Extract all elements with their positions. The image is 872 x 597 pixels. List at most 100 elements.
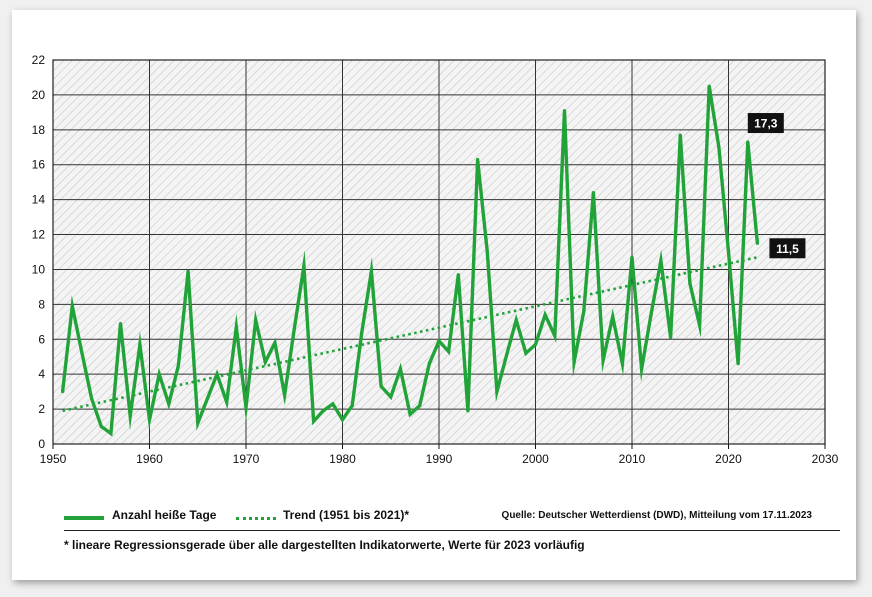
y-tick-label: 6 bbox=[38, 332, 45, 346]
data-point bbox=[147, 417, 152, 422]
data-point bbox=[736, 362, 740, 366]
data-point bbox=[572, 360, 576, 364]
data-point bbox=[118, 321, 123, 326]
data-point bbox=[340, 417, 345, 422]
data-point bbox=[408, 412, 412, 416]
data-point bbox=[456, 273, 460, 277]
trend-line bbox=[62, 255, 758, 413]
data-point bbox=[611, 314, 615, 319]
data-point bbox=[485, 250, 489, 254]
data-point bbox=[128, 414, 132, 418]
data-point bbox=[254, 318, 258, 322]
y-tick-label: 18 bbox=[32, 123, 46, 137]
data-point bbox=[321, 409, 325, 413]
data-point bbox=[659, 259, 663, 263]
y-tick-label: 8 bbox=[38, 297, 45, 311]
data-point bbox=[109, 431, 113, 436]
legend-label-trend: Trend (1951 bis 2021)* bbox=[283, 508, 410, 522]
data-point bbox=[688, 281, 692, 286]
line-chart: 0 2 4 6 8 10 12 14 16 18 20 22 1950 1960 1970 1980 1990 2… bbox=[32, 53, 839, 466]
data-point bbox=[427, 362, 431, 366]
data-point bbox=[591, 191, 596, 195]
data-point bbox=[350, 404, 354, 408]
data-point bbox=[379, 384, 383, 388]
value-label: 11,5 bbox=[776, 242, 799, 256]
data-point bbox=[215, 372, 219, 376]
data-point bbox=[61, 390, 65, 394]
data-point bbox=[292, 327, 296, 331]
x-tick-label: 2030 bbox=[812, 452, 839, 466]
data-point bbox=[80, 351, 84, 355]
y-tick-label: 22 bbox=[32, 53, 46, 67]
data-point bbox=[649, 311, 653, 315]
y-tick-label: 2 bbox=[38, 402, 45, 416]
y-tick-label: 10 bbox=[32, 262, 46, 276]
data-point bbox=[302, 264, 306, 268]
legend-swatch-series bbox=[64, 516, 104, 520]
legend-swatch-trend bbox=[236, 517, 276, 520]
x-tick-label: 1970 bbox=[233, 452, 260, 466]
y-tick-label: 14 bbox=[32, 193, 46, 207]
data-point bbox=[369, 269, 374, 273]
data-point bbox=[707, 84, 711, 88]
x-tick-label: 1990 bbox=[426, 452, 453, 466]
data-point bbox=[620, 362, 624, 366]
y-tick-label: 20 bbox=[32, 88, 46, 102]
data-point bbox=[70, 304, 74, 308]
legend-label-series: Anzahl heiße Tage bbox=[112, 508, 217, 522]
value-label-box bbox=[747, 113, 784, 134]
data-point bbox=[630, 255, 634, 259]
data-point bbox=[466, 409, 470, 413]
x-tick-label: 1950 bbox=[40, 452, 67, 466]
data-point bbox=[205, 397, 209, 401]
data-point bbox=[533, 342, 538, 347]
data-point bbox=[389, 395, 393, 399]
data-point bbox=[601, 358, 605, 362]
data-point bbox=[640, 367, 644, 371]
x-tick-label: 2000 bbox=[522, 452, 549, 466]
data-point bbox=[263, 360, 267, 364]
data-point bbox=[553, 334, 557, 338]
data-point bbox=[524, 351, 528, 355]
data-point bbox=[176, 363, 181, 368]
data-point bbox=[138, 342, 142, 347]
data-point bbox=[562, 109, 567, 113]
source-note: Quelle: Deutscher Wetterdienst (DWD), Mi… bbox=[501, 510, 812, 521]
data-point bbox=[225, 400, 229, 404]
footnote: * lineare Regressionsgerade über alle da… bbox=[64, 538, 585, 552]
data-point bbox=[196, 421, 200, 425]
chart-card: 0 2 4 6 8 10 12 14 16 18 20 22 1950 1960 1970 1980 1990 2… bbox=[12, 10, 856, 580]
data-point bbox=[311, 419, 316, 423]
y-tick-label: 12 bbox=[32, 228, 46, 242]
divider bbox=[64, 530, 840, 531]
y-tick-label: 0 bbox=[38, 437, 45, 451]
data-point bbox=[543, 313, 547, 317]
data-point bbox=[669, 335, 673, 340]
data-point bbox=[678, 133, 682, 137]
data-point bbox=[234, 325, 238, 329]
y-tick-label: 4 bbox=[38, 367, 45, 381]
data-point bbox=[273, 341, 277, 345]
data-point bbox=[476, 157, 480, 162]
x-tick-label: 1980 bbox=[329, 452, 356, 466]
data-point bbox=[157, 372, 161, 376]
y-tick-label: 16 bbox=[32, 158, 46, 172]
data-point bbox=[717, 145, 721, 149]
data-point bbox=[99, 424, 103, 429]
data-point bbox=[90, 397, 94, 401]
data-point bbox=[244, 405, 248, 409]
value-label-box bbox=[769, 238, 806, 259]
data-point bbox=[514, 318, 518, 322]
x-tick-label: 2010 bbox=[619, 452, 646, 466]
data-point bbox=[582, 309, 586, 313]
data-point bbox=[437, 339, 441, 343]
data-point bbox=[398, 367, 402, 371]
data-point bbox=[495, 390, 499, 394]
data-point bbox=[504, 353, 509, 357]
data-point bbox=[331, 402, 335, 406]
data-point bbox=[447, 349, 451, 354]
data-point bbox=[186, 269, 190, 273]
data-point bbox=[167, 402, 171, 406]
x-tick-label: 2020 bbox=[715, 452, 742, 466]
value-label: 17,3 bbox=[754, 117, 778, 131]
